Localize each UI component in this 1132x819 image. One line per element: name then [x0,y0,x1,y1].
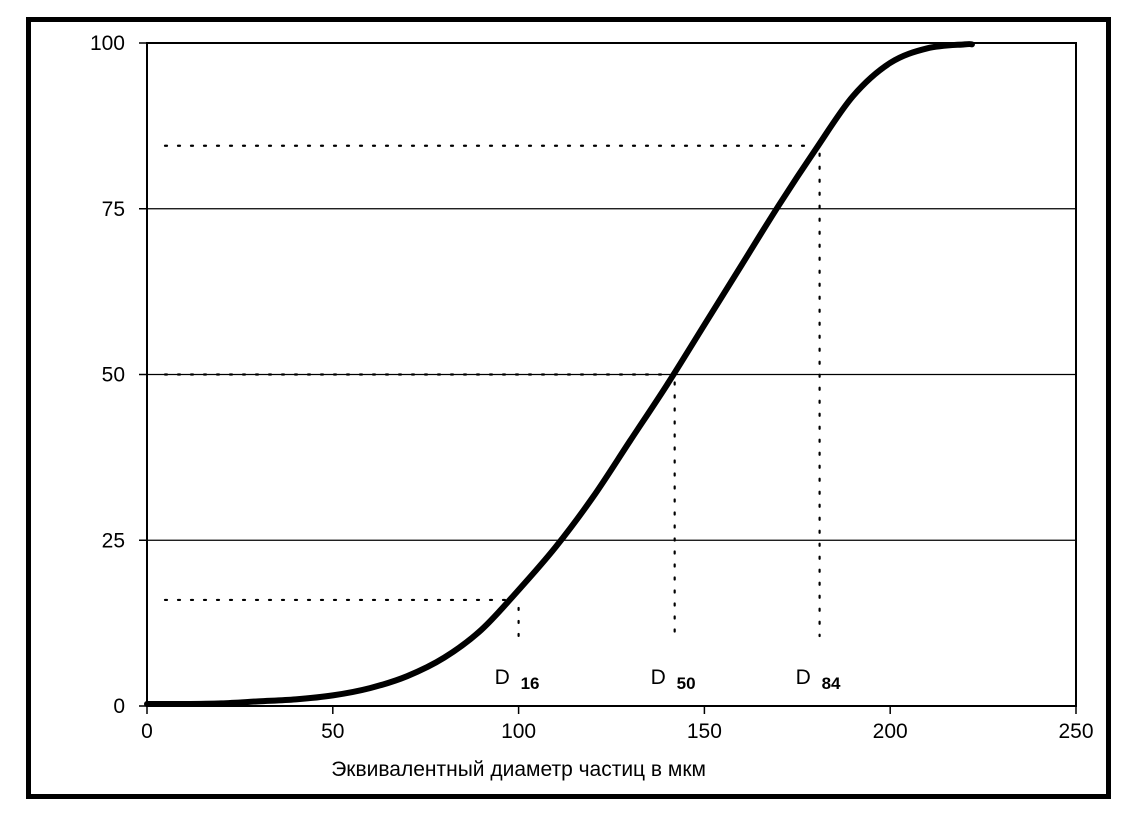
x-tick-label-100: 100 [501,720,536,743]
tick-layer: 0 25 50 75 100 0 50 100 150 200 250 [90,32,1094,743]
y-tick-label-75: 75 [102,198,125,221]
x-tick-label-50: 50 [321,720,344,743]
x-tick-label-200: 200 [873,720,908,743]
grid-layer [147,208,1076,541]
y-tick-label-25: 25 [102,529,125,552]
cumulative-curve [144,41,975,708]
x-tick-label-0: 0 [141,720,153,743]
x-tick-label-250: 250 [1058,720,1093,743]
marker-label-D16: D [495,666,510,689]
x-tick-label-150: 150 [687,720,722,743]
marker-sub-D16: 16 [521,674,540,693]
marker-sub-D50: 50 [677,674,696,693]
chart-frame: 0 25 50 75 100 0 50 100 150 200 250 D 16 D 50 D 84 Экви… [26,17,1111,799]
cumulative-distribution-chart: 0 25 50 75 100 0 50 100 150 200 250 D 16 D 50 D 84 Экви… [90,32,1094,781]
guide-layer [163,144,821,638]
marker-label-D84: D [796,666,811,689]
curve-layer [144,41,975,708]
x-axis-label: Эквивалентный диаметр частиц в мкм [331,758,706,781]
marker-label-D50: D [651,666,666,689]
y-tick-label-0: 0 [113,695,125,718]
marker-sub-D84: 84 [822,674,841,693]
y-tick-label-50: 50 [102,364,125,387]
marker-label-layer: D 16 D 50 D 84 [495,666,841,693]
y-tick-label-100: 100 [90,32,125,55]
